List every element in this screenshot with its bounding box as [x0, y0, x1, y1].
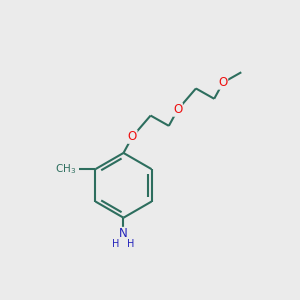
Text: H: H	[112, 239, 120, 249]
Text: O: O	[173, 103, 182, 116]
Text: O: O	[218, 76, 228, 89]
Text: CH$_3$: CH$_3$	[55, 162, 76, 176]
Text: N: N	[119, 227, 128, 240]
Text: O: O	[128, 130, 137, 143]
Text: H: H	[127, 239, 134, 249]
